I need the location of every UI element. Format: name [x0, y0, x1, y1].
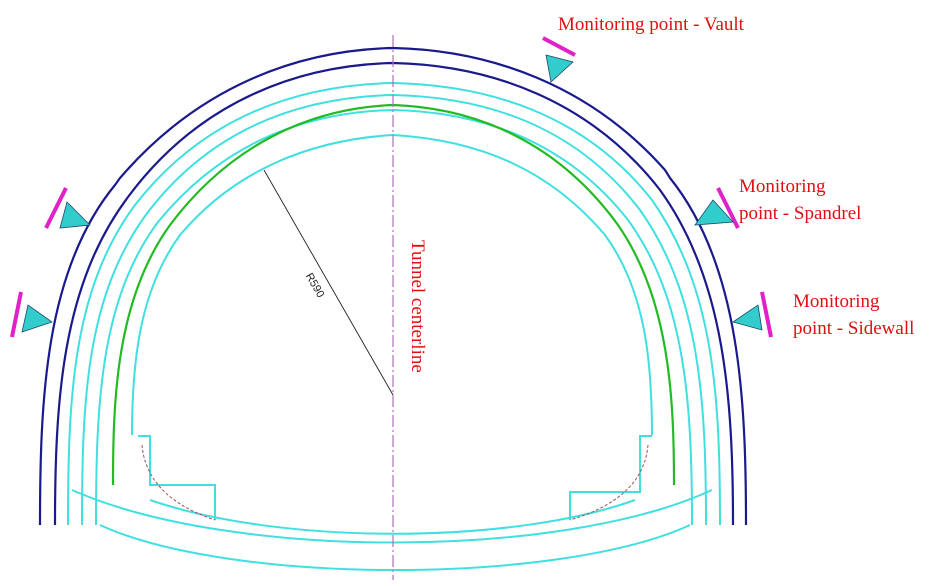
outer-lining-outer-edge — [38, 46, 748, 526]
label-tunnel-centerline: Tunnel centerline — [407, 240, 428, 373]
sidewall-left-marker — [10, 291, 53, 338]
spandrel-left-marker-bar — [44, 187, 68, 229]
invert-arch-upper — [71, 489, 713, 544]
spandrel-right-marker — [694, 187, 740, 229]
sidewall-right-marker — [732, 291, 773, 338]
label-spandrel-line1: Monitoring — [739, 176, 826, 197]
outer-lining-inner-edge — [53, 61, 735, 526]
inner-lining — [67, 81, 721, 571]
left-ditch — [138, 435, 216, 520]
vault-marker-triangle — [545, 54, 574, 83]
ditch-dashes — [141, 444, 649, 521]
right-ditch — [569, 435, 652, 520]
invert-arch-lower — [99, 524, 691, 571]
sidewall-left-marker-bar — [10, 291, 23, 338]
vault-marker — [542, 36, 576, 83]
spandrel-left-marker — [44, 187, 91, 229]
invert-arch-inner — [149, 499, 636, 535]
sidewall-right-marker-triangle — [732, 304, 763, 331]
label-sidewall-line2: point - Sidewall — [793, 318, 914, 339]
spandrel-right-marker-triangle — [694, 199, 734, 226]
sidewall-right-marker-bar — [760, 291, 773, 338]
sidewall-left-marker-triangle — [21, 304, 53, 333]
radius-label: R590 — [303, 271, 327, 300]
left-ditch-dash — [141, 444, 216, 521]
right-ditch-dash — [569, 444, 649, 521]
spandrel-left-marker-triangle — [59, 201, 91, 229]
radius-line — [263, 169, 394, 396]
spandrel-right-marker-bar — [716, 187, 740, 229]
label-sidewall-line1: Monitoring — [793, 291, 880, 312]
label-spandrel-line2: point - Spandrel — [739, 203, 861, 224]
label-vault: Monitoring point - Vault — [558, 14, 745, 35]
vault-marker-bar — [542, 36, 576, 57]
